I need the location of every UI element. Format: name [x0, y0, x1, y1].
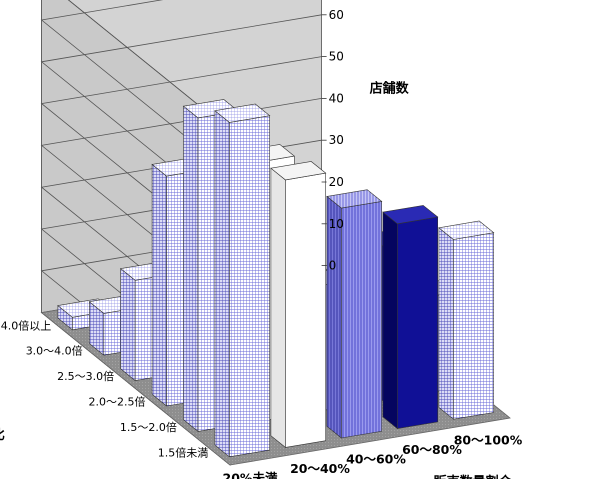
- bar-side: [214, 110, 230, 458]
- z-tick-label: 0: [329, 259, 337, 273]
- bar-front: [341, 201, 383, 439]
- z-tick-label: 60: [329, 8, 344, 22]
- bar-top: [438, 220, 495, 240]
- x-axis-label: 販売数量割合: [434, 474, 513, 479]
- bar-front: [229, 115, 271, 458]
- bar-0-0: [214, 103, 271, 458]
- bar-top: [382, 205, 439, 225]
- x-tick-label: 40〜60%: [346, 452, 406, 467]
- bar-0-1: [270, 161, 327, 449]
- bar-front: [285, 172, 327, 448]
- z-axis-label: 店舗数: [370, 80, 410, 96]
- bar-front: [397, 216, 439, 429]
- y-tick-label: 3.0〜4.0倍: [26, 344, 83, 358]
- z-tick-label: 20: [329, 175, 344, 189]
- gridline: [67, 0, 231, 131]
- bar-top: [270, 161, 327, 181]
- y-tick-label: 2.0〜2.5倍: [89, 395, 146, 409]
- y-tick-label: 4.0倍以上: [1, 318, 52, 332]
- bar-front: [453, 232, 495, 420]
- bar-top: [326, 189, 383, 209]
- z-tick-label: 10: [329, 217, 344, 231]
- chart-labels: 01020304050607080店舗数1.5倍未満1.5〜2.0倍2.0〜2.…: [0, 8, 523, 483]
- x-tick-label: 20〜40%: [290, 461, 350, 476]
- y-tick-label: 1.5倍未満: [158, 445, 209, 459]
- bar-0-2: [326, 189, 383, 439]
- bar-side: [151, 163, 167, 407]
- gridline: [40, 0, 231, 173]
- bar-side: [270, 167, 286, 449]
- bar-0-4: [438, 220, 495, 420]
- bar-top: [214, 103, 271, 123]
- x-tick-label: 60〜80%: [402, 442, 462, 457]
- bar-side: [382, 211, 398, 430]
- bar-0-3: [382, 205, 439, 430]
- bar-side: [183, 105, 199, 433]
- bar-side: [120, 267, 136, 382]
- y-axis-label: 価格比: [0, 427, 5, 443]
- z-tick-label: 30: [329, 133, 344, 147]
- z-tick-label: 40: [329, 91, 344, 105]
- bar-side: [438, 227, 454, 420]
- z-tick-label: 50: [329, 50, 344, 64]
- y-tick-label: 1.5〜2.0倍: [120, 420, 177, 434]
- chart-bars: [57, 99, 495, 458]
- bar-side: [326, 195, 342, 439]
- x-tick-label: 80〜100%: [454, 433, 523, 448]
- x-tick-label: 20%未満: [223, 470, 278, 479]
- y-tick-label: 2.5〜3.0倍: [57, 369, 114, 383]
